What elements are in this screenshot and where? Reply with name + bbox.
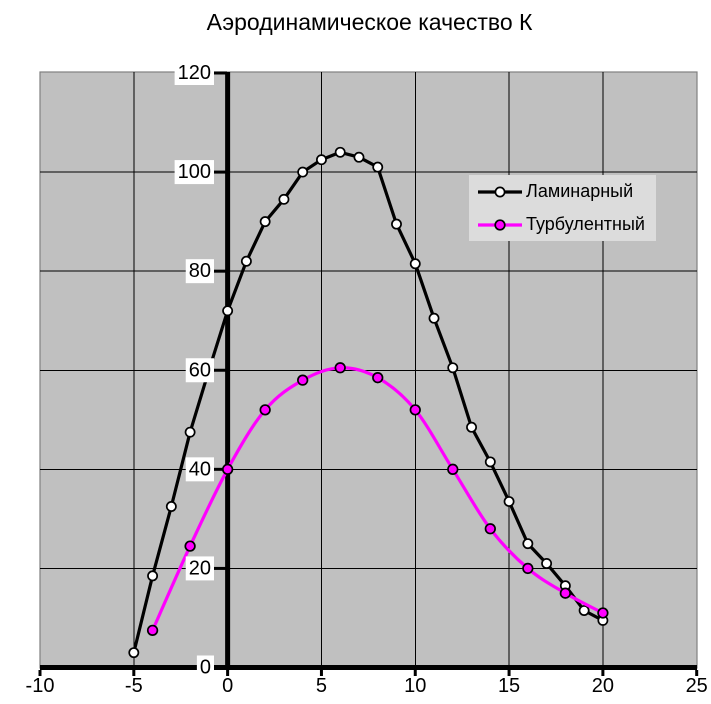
series-1-marker xyxy=(409,404,421,416)
y-tick xyxy=(212,170,227,174)
series-0-marker xyxy=(391,218,402,230)
x-tick-label: 5 xyxy=(316,675,327,697)
y-tick-label: 0 xyxy=(200,657,211,679)
series-0-marker xyxy=(315,154,327,166)
y-tick xyxy=(212,269,227,273)
y-tick-label: 120 xyxy=(178,62,211,84)
turbulent-line-marker-icon xyxy=(478,218,522,231)
series-0-marker xyxy=(466,421,477,433)
y-tick-label-background xyxy=(185,358,214,383)
series-0-marker xyxy=(147,570,159,582)
series-0-marker xyxy=(353,151,365,163)
series-0-marker xyxy=(541,558,553,569)
series-1-marker xyxy=(372,372,384,384)
series-0-marker xyxy=(409,258,421,270)
series-0-marker xyxy=(522,538,534,550)
y-tick-label-background xyxy=(174,61,214,85)
y-tick xyxy=(212,368,227,372)
y-tick-label-background xyxy=(185,259,214,284)
x-tick-label: 15 xyxy=(498,675,520,697)
series-0-marker xyxy=(428,312,440,324)
y-tick-label: 40 xyxy=(189,458,211,480)
legend-label-laminar: Ламинарный xyxy=(526,181,634,201)
series-0-marker xyxy=(222,305,234,317)
series-1-marker xyxy=(484,523,496,535)
x-tick-label: 20 xyxy=(592,675,614,697)
series-1-marker xyxy=(146,624,159,636)
x-tick-label: 0 xyxy=(222,675,233,697)
laminar-line-marker-icon xyxy=(478,186,522,197)
y-tick-label: 80 xyxy=(189,260,211,282)
series-1-marker xyxy=(447,463,459,475)
legend-item-laminar: Ламинарный xyxy=(469,179,656,205)
y-tick-label-background xyxy=(174,160,214,185)
series-1-marker xyxy=(597,607,609,619)
y-tick xyxy=(212,566,227,570)
x-tick xyxy=(601,670,605,676)
series-0-marker xyxy=(484,456,496,468)
series-1-marker xyxy=(221,463,234,475)
series-0-marker xyxy=(259,216,271,228)
series-0-marker xyxy=(184,426,196,438)
x-tick-label: -5 xyxy=(125,675,143,697)
x-axis-line xyxy=(40,665,697,670)
legend-label-turbulent: Турбулентный xyxy=(526,214,645,234)
x-tick xyxy=(413,670,417,676)
series-1-marker xyxy=(334,362,346,374)
series-0-marker xyxy=(578,605,590,616)
chart-title: Аэродинамическое качество К xyxy=(206,9,533,35)
x-tick-label: 10 xyxy=(404,675,426,697)
series-0-marker xyxy=(447,362,459,374)
series-0-marker xyxy=(503,496,515,507)
series-0-marker xyxy=(372,161,384,173)
series-1-marker xyxy=(522,562,534,575)
series-1-marker xyxy=(184,540,196,552)
series-0-marker xyxy=(297,166,309,178)
x-tick xyxy=(319,670,323,676)
y-tick-label: 20 xyxy=(189,557,211,579)
x-tick xyxy=(132,670,136,676)
x-tick-label: 25 xyxy=(686,675,708,697)
x-tick xyxy=(695,670,699,676)
x-tick xyxy=(226,670,230,676)
y-tick-label-background xyxy=(185,457,214,482)
y-tick xyxy=(212,666,227,669)
x-tick xyxy=(507,670,511,676)
series-0-marker xyxy=(165,501,177,512)
series-1-marker xyxy=(259,404,271,416)
legend-item-turbulent: Турбулентный xyxy=(469,212,656,238)
x-tick xyxy=(38,670,42,676)
x-tick-label: -10 xyxy=(26,675,55,697)
y-axis-line xyxy=(225,72,231,670)
series-0-marker xyxy=(128,647,140,659)
y-tick-label-background xyxy=(196,655,214,680)
series-1-marker xyxy=(297,374,309,386)
y-tick xyxy=(212,467,227,471)
y-tick-label: 100 xyxy=(178,161,211,183)
y-tick xyxy=(212,71,227,75)
series-0-marker xyxy=(240,255,252,267)
series-0-marker xyxy=(334,146,346,158)
series-0-marker xyxy=(278,193,290,205)
legend: Ламинарный Турбулентный xyxy=(469,175,656,241)
y-tick-label-background xyxy=(185,556,214,581)
y-tick-label: 60 xyxy=(189,359,211,381)
series-1-marker xyxy=(559,587,572,599)
